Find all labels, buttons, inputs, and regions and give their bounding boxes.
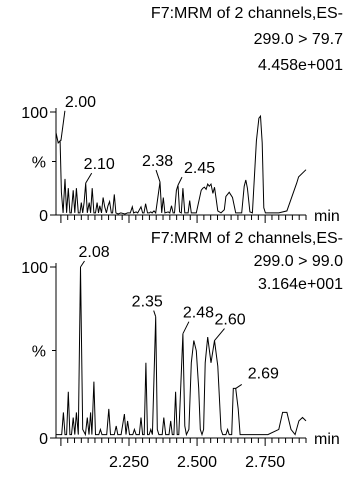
x-axis-unit-label: min [314, 208, 340, 225]
series-line [56, 266, 307, 437]
x-tick-label: 2.500 [177, 454, 217, 471]
peak-label: 2.08 [79, 244, 110, 261]
chart-title-line: 299.0 > 79.7 [254, 31, 344, 48]
peak-leader-line [214, 328, 225, 341]
y-tick-label: 100 [21, 105, 48, 122]
peak-label: 2.00 [65, 94, 96, 111]
peak-label: 2.48 [183, 305, 214, 322]
peak-leader-line [80, 260, 85, 268]
chart-title-line: 4.458e+001 [258, 57, 343, 74]
peak-leader-line [177, 176, 183, 186]
chart-title-line: 3.164e+001 [258, 276, 343, 293]
y-axis-label: % [32, 155, 46, 172]
chart-title-line: 299.0 > 99.0 [254, 253, 344, 270]
peak-leader-line [155, 169, 161, 183]
y-axis-label: % [32, 344, 46, 361]
peak-label: 2.60 [214, 312, 245, 329]
chart-title-line: F7:MRM of 2 channels,ES- [151, 5, 343, 22]
series-line [55, 114, 307, 215]
peak-label: 2.69 [248, 365, 279, 382]
x-tick-label: 2.750 [245, 454, 285, 471]
x-tick-label: 2.250 [109, 454, 149, 471]
peak-leader-line [85, 172, 93, 184]
x-axis-unit-label: min [314, 431, 340, 448]
peak-leader-line [235, 383, 243, 389]
peak-label: 2.38 [142, 153, 173, 170]
peak-label: 2.45 [184, 160, 215, 177]
peak-label: 2.35 [132, 294, 163, 311]
peak-leader-line [182, 321, 190, 334]
y-tick-label: 0 [39, 431, 48, 448]
y-tick-label: 0 [39, 208, 48, 225]
chart-title-line: F7:MRM of 2 channels,ES- [151, 230, 343, 247]
peak-leader-line [153, 310, 157, 317]
y-tick-label: 100 [21, 260, 48, 277]
peak-label: 2.10 [84, 156, 115, 173]
peak-leader-line [60, 110, 66, 141]
